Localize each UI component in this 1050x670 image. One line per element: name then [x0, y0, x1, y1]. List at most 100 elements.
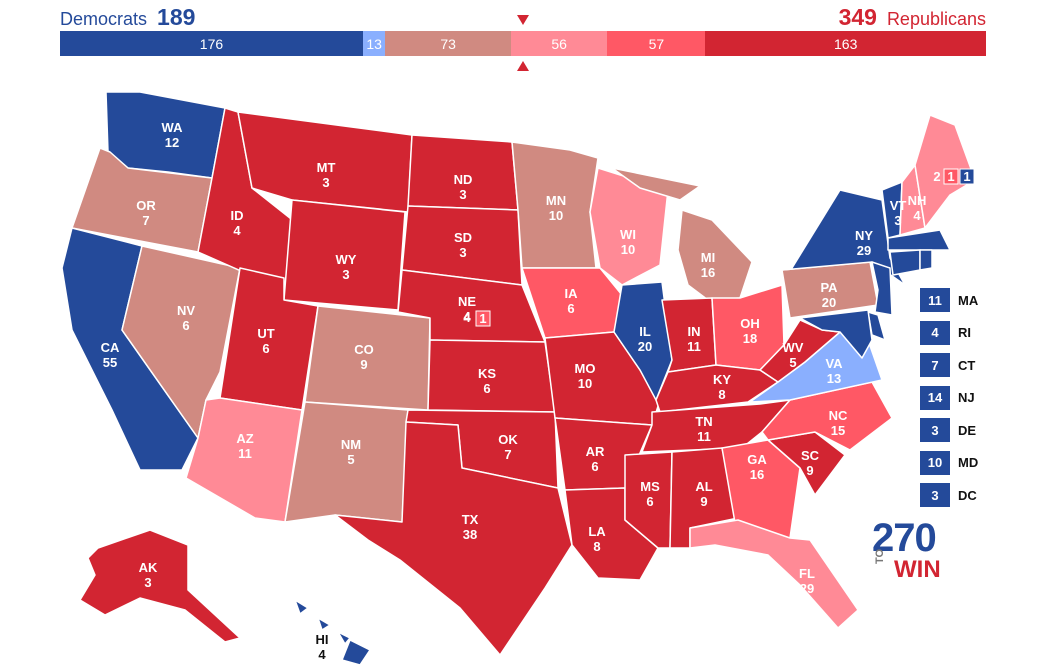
state-label-oh: OH [740, 316, 760, 331]
bar-segment-3: 56 [510, 31, 608, 56]
state-ev-nm: 5 [347, 452, 354, 467]
state-ev-ms: 6 [646, 494, 653, 509]
state-label-ny: NY [855, 228, 873, 243]
me-split-2-box[interactable] [959, 168, 975, 185]
state-ev-nd: 3 [459, 187, 466, 202]
small-state-abbr: MA [958, 292, 979, 308]
state-label-ga: GA [747, 452, 767, 467]
state-ev-ga: 16 [750, 467, 764, 482]
small-state-md[interactable]: 10 MD [920, 450, 979, 475]
state-label-ms: MS [640, 479, 660, 494]
state-label-wi: WI [620, 227, 636, 242]
me-split-1-box[interactable] [943, 168, 959, 185]
republicans-total: 349 [838, 4, 877, 30]
state-md[interactable] [799, 309, 873, 359]
state-ev-wi: 10 [621, 242, 635, 257]
state-az[interactable] [185, 397, 303, 523]
state-tx[interactable] [334, 421, 573, 656]
state-ev-id: 4 [233, 223, 241, 238]
state-tn[interactable] [641, 399, 791, 453]
me-split-2: 1 [963, 169, 970, 184]
state-hi[interactable] [294, 599, 371, 666]
bar-segment-1: 13 [362, 31, 386, 56]
small-state-de[interactable]: 3 DE [920, 418, 976, 442]
logo-to: TO [874, 548, 886, 564]
bar-segment-5: 163 [705, 31, 986, 56]
small-state-ev: 3 [920, 483, 950, 507]
state-label-nv: NV [177, 303, 195, 318]
state-ev-sd: 3 [459, 245, 466, 260]
small-state-abbr: CT [958, 357, 976, 373]
state-label-sd: SD [454, 230, 472, 245]
state-ev-ak: 3 [144, 575, 151, 590]
state-label-nh: NH [908, 193, 927, 208]
state-label-id: ID [231, 208, 244, 223]
small-state-ct[interactable]: 7 CT [920, 353, 975, 377]
state-label-il: IL [639, 324, 651, 339]
state-label-mi: MI [701, 250, 715, 265]
ne-split-0: 4 [463, 310, 471, 325]
state-label-va: VA [825, 356, 843, 371]
small-state-abbr: RI [958, 325, 971, 340]
state-label-fl: FL [799, 566, 815, 581]
republicans-header: 349 Republicans [839, 4, 986, 32]
state-label-az: AZ [236, 431, 253, 446]
democrats-header: Democrats 189 [60, 4, 195, 32]
state-ev-ca: 55 [103, 355, 117, 370]
state-ma[interactable] [887, 229, 951, 251]
state-ev-wv: 5 [789, 355, 796, 370]
small-state-ri[interactable]: 4 RI [920, 320, 971, 345]
state-ev-oh: 18 [743, 331, 757, 346]
state-ev-ny: 29 [857, 243, 871, 258]
ne-split-1-box[interactable] [475, 310, 491, 327]
small-state-abbr: MD [958, 455, 979, 470]
state-label-co: CO [354, 342, 374, 357]
small-state-nj[interactable]: 14 NJ [920, 385, 975, 410]
democrats-label: Democrats [60, 9, 148, 29]
state-mn[interactable] [511, 141, 599, 269]
state-label-tn: TN [695, 414, 712, 429]
small-state-ev: 3 [920, 418, 950, 442]
state-label-ak: AK [139, 560, 158, 575]
state-ct[interactable] [889, 249, 921, 276]
state-label-nd: ND [454, 172, 473, 187]
state-ev-ut: 6 [262, 341, 269, 356]
state-ev-pa: 20 [822, 295, 836, 310]
state-label-pa: PA [820, 280, 838, 295]
state-ev-ar: 6 [591, 459, 598, 474]
state-ri[interactable] [919, 249, 933, 271]
state-ev-fl: 29 [800, 581, 814, 596]
small-state-dc[interactable]: 3 DC [920, 483, 977, 507]
state-fl[interactable] [689, 519, 859, 629]
state-ev-tx: 38 [463, 527, 477, 542]
democrats-total: 189 [157, 4, 196, 30]
state-label-wy: WY [336, 252, 357, 267]
state-label-ks: KS [478, 366, 496, 381]
small-state-ma[interactable]: 11 MA [920, 288, 978, 312]
small-state-ev: 10 [920, 450, 950, 475]
state-label-la: LA [588, 524, 606, 539]
state-ev-ks: 6 [483, 381, 490, 396]
state-label-ca: CA [101, 340, 120, 355]
state-label-or: OR [136, 198, 156, 213]
state-ak[interactable] [79, 529, 241, 643]
state-label-mn: MN [546, 193, 566, 208]
270-marker-bottom-icon [517, 61, 529, 71]
state-label-mo: MO [575, 361, 596, 376]
state-label-nc: NC [829, 408, 848, 423]
small-state-ev: 14 [920, 385, 950, 410]
logo-270: 270 [872, 516, 937, 560]
state-label-ar: AR [586, 444, 605, 459]
state-nj[interactable] [871, 261, 893, 316]
state-label-tx: TX [462, 512, 479, 527]
state-label-mt: MT [317, 160, 336, 175]
bar-segment-2: 73 [385, 31, 511, 56]
state-ev-sc: 9 [806, 463, 813, 478]
state-ms[interactable] [624, 451, 673, 549]
state-ev-mo: 10 [578, 376, 592, 391]
ne-split-1: 1 [479, 311, 486, 326]
state-ev-tn: 11 [697, 429, 711, 444]
state-label-al: AL [695, 479, 712, 494]
state-ev-wy: 3 [342, 267, 349, 282]
